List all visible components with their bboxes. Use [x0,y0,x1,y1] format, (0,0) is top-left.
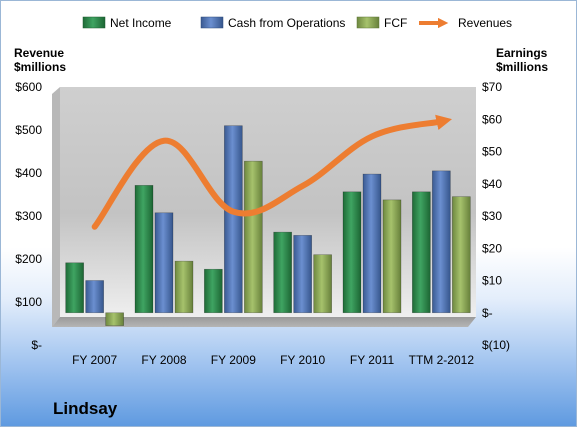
legend-item-fcf: FCF [356,16,407,30]
bar-cash-from-operations [362,173,382,314]
right-axis-ticks: $(10) $- $10 $20 $30 $40 $50 $60 $70 [482,80,510,352]
bar-cash-from-operations [293,235,312,314]
right-tick-label: $40 [482,177,502,191]
legend-item-cash-from-operations: Cash from Operations [200,16,345,30]
revenue-line-layer [91,114,453,230]
legend-label-net-income: Net Income [110,16,172,30]
category-label: FY 2010 [280,353,325,367]
plot-floor [52,317,476,327]
right-axis-title-line2: $millions [496,60,548,74]
company-name: Lindsay [53,399,118,418]
legend-item-net-income: Net Income [82,16,172,30]
right-axis-title-line1: Earnings [496,46,548,60]
bars [65,125,471,326]
legend-label-fcf: FCF [384,16,407,30]
bar-cash-from-operations [154,212,174,314]
legend-label-cash-from-operations: Cash from Operations [228,16,345,30]
left-tick-label: $200 [15,252,42,266]
bar-net-income [204,268,223,314]
bar-cash-from-operations [85,280,104,314]
left-tick-label: $100 [15,295,42,309]
bar-fcf [452,196,471,314]
category-labels: FY 2007 FY 2008 FY 2009 FY 2010 FY 2011 TTM 2… [72,353,474,367]
right-tick-label: $10 [482,274,502,288]
revenue-line [91,114,453,230]
left-axis-title-line2: $millions [14,60,66,74]
bar-cash-from-operations [432,170,451,314]
plot-side-wall [52,87,60,327]
left-tick-label: $500 [15,123,42,137]
legend-item-revenues: Revenues [419,16,512,30]
right-tick-label: $50 [482,145,502,159]
legend-swatch-fcf [356,16,380,29]
legend-swatch-cash-from-operations [200,16,224,29]
bar-fcf [382,199,402,314]
bar-net-income [273,231,292,314]
bar-net-income [342,191,362,314]
bar-net-income [65,262,84,314]
legend: Net Income Cash from Operations FCF Reve… [82,16,512,30]
left-tick-label: $600 [15,80,42,94]
right-tick-label: $60 [482,112,502,126]
bar-cash-from-operations [224,125,243,314]
left-axis-title-line1: Revenue [14,46,64,60]
bar-fcf [244,160,263,314]
bar-fcf [105,312,124,326]
right-tick-label: $20 [482,241,502,255]
bar-fcf [313,254,332,314]
left-axis-ticks: $- $100 $200 $300 $400 $500 $600 [15,80,42,352]
bar-net-income [134,185,154,314]
category-label: FY 2009 [211,353,256,367]
category-label: FY 2007 [72,353,117,367]
category-label: FY 2008 [141,353,186,367]
bar-net-income [412,191,431,314]
right-tick-label: $(10) [482,338,510,352]
right-tick-label: $30 [482,209,502,223]
legend-swatch-net-income [82,16,106,29]
left-tick-label: $400 [15,166,42,180]
category-label: FY 2011 [350,353,395,367]
left-tick-label: $300 [15,209,42,223]
category-label: TTM 2-2012 [409,353,475,367]
right-tick-label: $70 [482,80,502,94]
bar-fcf [174,260,194,314]
right-tick-label: $- [482,306,493,320]
legend-label-revenues: Revenues [458,16,512,30]
left-tick-label: $- [31,338,42,352]
